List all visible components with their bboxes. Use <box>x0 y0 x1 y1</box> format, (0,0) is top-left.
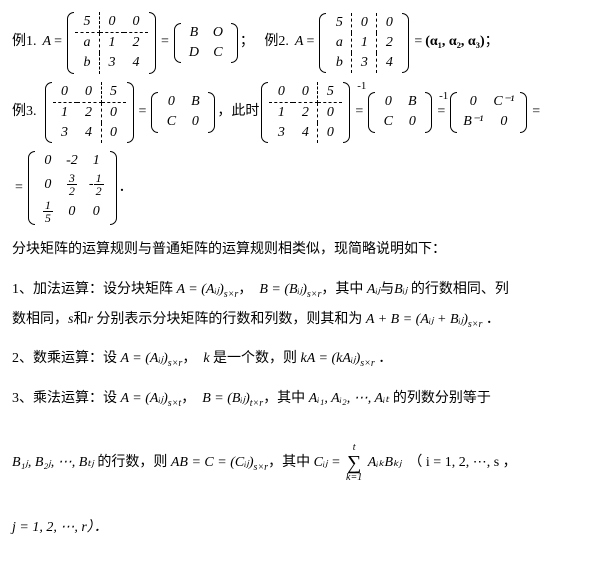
ex3-block-inv: 0BC0 <box>368 92 432 132</box>
ex2-label: 例2. <box>264 29 289 56</box>
ex3-final-matrix: 0-21 032-12 1500 <box>28 151 117 225</box>
rule-1: 1、加法运算：设分块矩阵 A = (Aᵢⱼ)s×r， B = (Bᵢⱼ)s×r，… <box>12 275 588 335</box>
ex3-matrix-inv: 005 120 340 <box>261 82 350 144</box>
ex3-block-1: 0BC0 <box>151 92 215 132</box>
ex3-matrix-1: 005 120 340 <box>45 82 134 144</box>
ex1-label: 例1. <box>12 29 37 56</box>
example-row-1: 例1. A= 500 a12 b34 = BO DC ； 例2. A= 500 … <box>12 12 588 74</box>
intro-text: 分块矩阵的运算规则与普通矩阵的运算规则相类似，现简略说明如下： <box>12 235 588 264</box>
ex1-matrix: 500 a12 b34 <box>67 12 156 74</box>
example-row-3: = 0-21 032-12 1500 ． <box>12 151 588 225</box>
ex2-result: (α₁, α₂, α₃) <box>425 29 484 56</box>
var-A: A <box>43 29 52 56</box>
ex1-block: BO DC <box>174 23 238 63</box>
example-row-2: 例3. 005 120 340 = 0BC0 ，此时 005 120 340 -… <box>12 82 588 144</box>
ex3-label: 例3. <box>12 99 37 126</box>
sum-symbol: t∑k=1 <box>346 443 362 483</box>
rule-2: 2、数乘运算：设 A = (Aᵢⱼ)s×r， k 是一个数，则 kA = (kA… <box>12 344 588 374</box>
ex2-matrix: 500 a12 b34 <box>319 13 409 74</box>
rule-3: 3、乘法运算：设 A = (Aᵢⱼ)s×t， B = (Bᵢⱼ)t×r，其中 A… <box>12 384 588 542</box>
ex3-block-result: 0C⁻¹B⁻¹0 <box>450 92 527 132</box>
